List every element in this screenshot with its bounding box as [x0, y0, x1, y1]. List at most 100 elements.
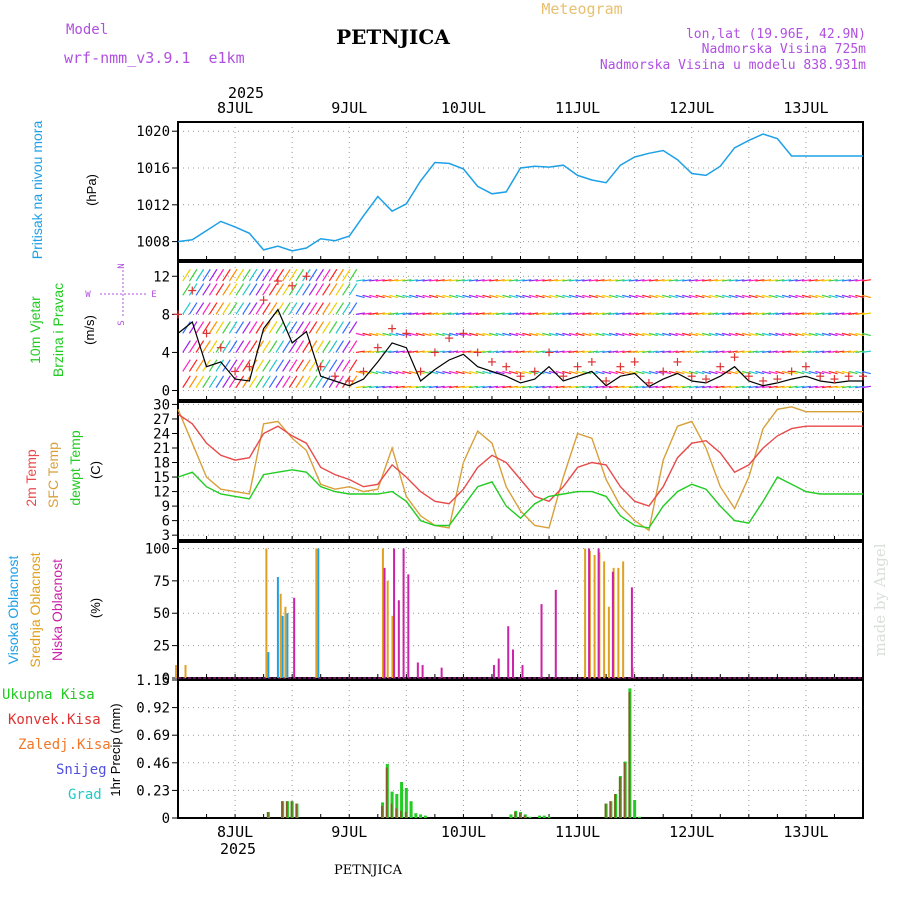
wind-arrow	[595, 279, 605, 282]
wind-arrow	[295, 375, 305, 388]
y-tick-label: 1008	[136, 235, 170, 251]
wind-arrow	[528, 312, 539, 315]
wind-arrow	[822, 385, 832, 389]
wind-arrow	[322, 375, 331, 388]
wind-arrow	[248, 283, 258, 296]
wind-arrow	[682, 294, 692, 299]
wind-arrow	[468, 370, 478, 375]
wind-arrow	[348, 268, 358, 282]
precip-legend-conv: Konvek.Kisa	[8, 712, 101, 728]
wind-arrow	[308, 283, 318, 296]
wind-arrow	[208, 321, 218, 334]
wind-arrow	[202, 375, 211, 388]
wind-arrow	[628, 294, 638, 299]
wind-arrow	[469, 279, 479, 282]
wind-arrow	[655, 294, 665, 299]
wind-arrow	[542, 279, 552, 282]
wind-arrow	[242, 340, 251, 353]
wind-arrow	[582, 332, 592, 337]
top-day-label: 11JUL	[555, 99, 600, 117]
wind-arrow	[781, 294, 792, 299]
wind-arrow	[242, 321, 251, 334]
top-day-label: 8JUL	[217, 99, 253, 117]
wind-arrow	[735, 312, 745, 315]
wind-arrow	[568, 294, 578, 299]
wind-arrow	[608, 385, 618, 389]
cloud-side-label-mid: Srednja Oblacnost	[27, 552, 43, 667]
wind-arrow	[449, 385, 459, 389]
wind-arrow	[788, 294, 798, 299]
wind-arrow	[748, 370, 758, 375]
precip-total-bar	[400, 782, 404, 818]
wind-arrow	[335, 359, 344, 372]
wind-arrow	[475, 279, 485, 282]
wind-arrow	[555, 350, 565, 354]
wind-arrow	[861, 350, 872, 354]
wind-arrow	[688, 312, 698, 315]
wind-arrow	[828, 385, 838, 389]
wind-arrow	[395, 279, 405, 282]
wind-arrow	[828, 279, 838, 282]
wind-arrow	[562, 385, 572, 389]
wind-arrow	[255, 268, 265, 282]
wind-arrow	[422, 279, 432, 282]
wind-arrow	[835, 294, 845, 299]
wind-arrow	[328, 268, 338, 282]
year-label-bottom: 2025	[220, 840, 256, 858]
wind-arrow	[215, 321, 225, 334]
wind-arrow	[675, 312, 685, 315]
panel-frame	[177, 401, 864, 541]
wind-arrow	[295, 302, 305, 315]
wind-arrow	[308, 321, 318, 334]
wind-arrow	[575, 350, 585, 354]
wind-arrow	[235, 375, 245, 388]
wind-arrow	[429, 279, 439, 282]
wind-arrow	[615, 294, 625, 299]
wind-arrow	[828, 312, 838, 315]
wind-arrow	[242, 283, 251, 296]
wind-arrow	[775, 332, 785, 337]
wind-arrow	[455, 385, 465, 389]
wind-arrow	[622, 350, 632, 354]
wind-arrow	[275, 283, 285, 296]
wind-arrow	[568, 332, 578, 337]
wind-arrow	[395, 312, 405, 315]
wind-arrow	[449, 312, 459, 315]
wind-arrow	[302, 359, 311, 372]
wind-arrow	[469, 385, 479, 389]
wind-arrow	[642, 332, 652, 337]
wind-arrow	[389, 370, 399, 375]
wind-arrow	[389, 312, 399, 315]
wind-arrow	[642, 350, 652, 354]
wind-arrow	[302, 302, 311, 315]
wind-arrow	[522, 279, 532, 282]
wind-arrow	[242, 268, 251, 282]
wind-arrow	[395, 350, 405, 354]
wind-arrow	[382, 294, 392, 299]
y-tick-label: 0	[162, 383, 170, 399]
wind-arrow	[235, 359, 245, 372]
wind-arrow	[555, 294, 565, 299]
wind-arrow	[801, 370, 811, 375]
wind-arrow	[528, 279, 539, 282]
wind-arrow	[608, 370, 618, 375]
wind-arrow	[528, 385, 539, 389]
precip-conv-bar	[614, 794, 616, 818]
wind-arrow	[675, 385, 685, 389]
wind-arrow	[702, 294, 712, 299]
wind-arrow	[668, 279, 678, 282]
temp-side-label-dew: dewpt Temp	[67, 430, 83, 505]
wind-arrow	[328, 283, 338, 296]
wind-arrow	[562, 279, 572, 282]
temp-2m-line	[177, 413, 863, 507]
wind-arrow	[702, 350, 712, 354]
wind-arrow	[435, 279, 445, 282]
wind-arrow	[188, 302, 198, 315]
wind-arrow	[775, 350, 785, 354]
wind-arrow	[268, 283, 278, 296]
y-tick-label: 25	[153, 639, 170, 655]
wind-arrow	[821, 370, 831, 375]
precip-total-bar	[419, 814, 423, 818]
wind-arrow	[462, 294, 472, 299]
precip-total-bar	[538, 815, 542, 818]
